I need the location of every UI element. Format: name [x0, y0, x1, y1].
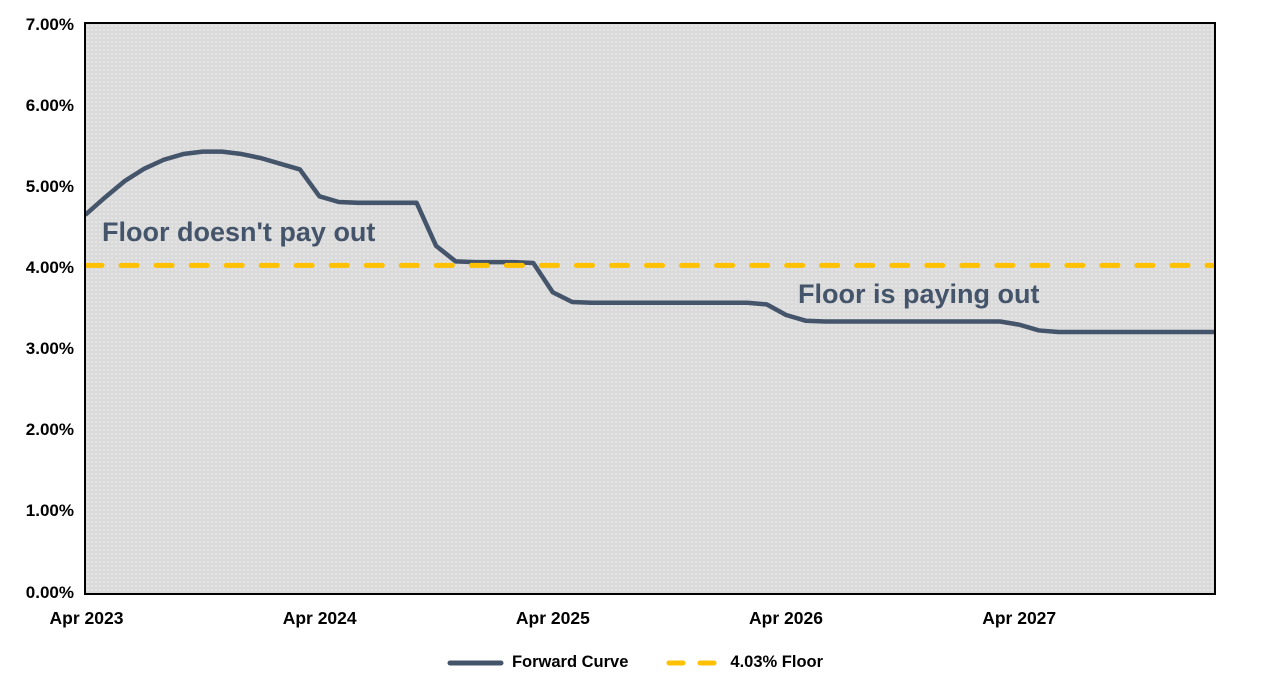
y-tick-label: 7.00% — [25, 14, 74, 34]
x-tick-label: Apr 2026 — [749, 608, 823, 628]
y-tick-label: 4.00% — [25, 257, 74, 277]
y-tick-label: 5.00% — [25, 176, 74, 196]
legend: Forward Curve 4.03% Floor — [0, 653, 1270, 672]
y-tick-label: 0.00% — [25, 582, 74, 602]
legend-item-floor: 4.03% Floor — [666, 653, 823, 672]
legend-label-forward-curve: Forward Curve — [511, 653, 629, 671]
legend-label-floor: 4.03% Floor — [730, 653, 824, 671]
plot-area: Floor doesn't pay out Floor is paying ou… — [84, 22, 1216, 595]
forward-curve-line-swatch — [447, 660, 504, 665]
x-tick-label: Apr 2025 — [515, 608, 590, 628]
y-tick-label: 1.00% — [25, 501, 74, 521]
plot-svg — [86, 149, 1214, 335]
x-tick-label: Apr 2024 — [282, 608, 357, 628]
annotation-floor-is-paying-out: Floor is paying out — [798, 279, 1040, 309]
legend-item-forward-curve: Forward Curve — [447, 653, 628, 672]
annotation-floor-doesnt-pay-out: Floor doesn't pay out — [102, 217, 376, 247]
x-tick-label: Apr 2023 — [49, 608, 124, 628]
y-tick-label: 2.00% — [25, 420, 74, 440]
y-tick-label: 3.00% — [25, 339, 74, 359]
floor-line-swatch — [666, 660, 722, 665]
forward-curve-line — [86, 149, 1214, 335]
x-tick-label: Apr 2027 — [982, 608, 1057, 628]
y-tick-label: 6.00% — [25, 95, 74, 115]
